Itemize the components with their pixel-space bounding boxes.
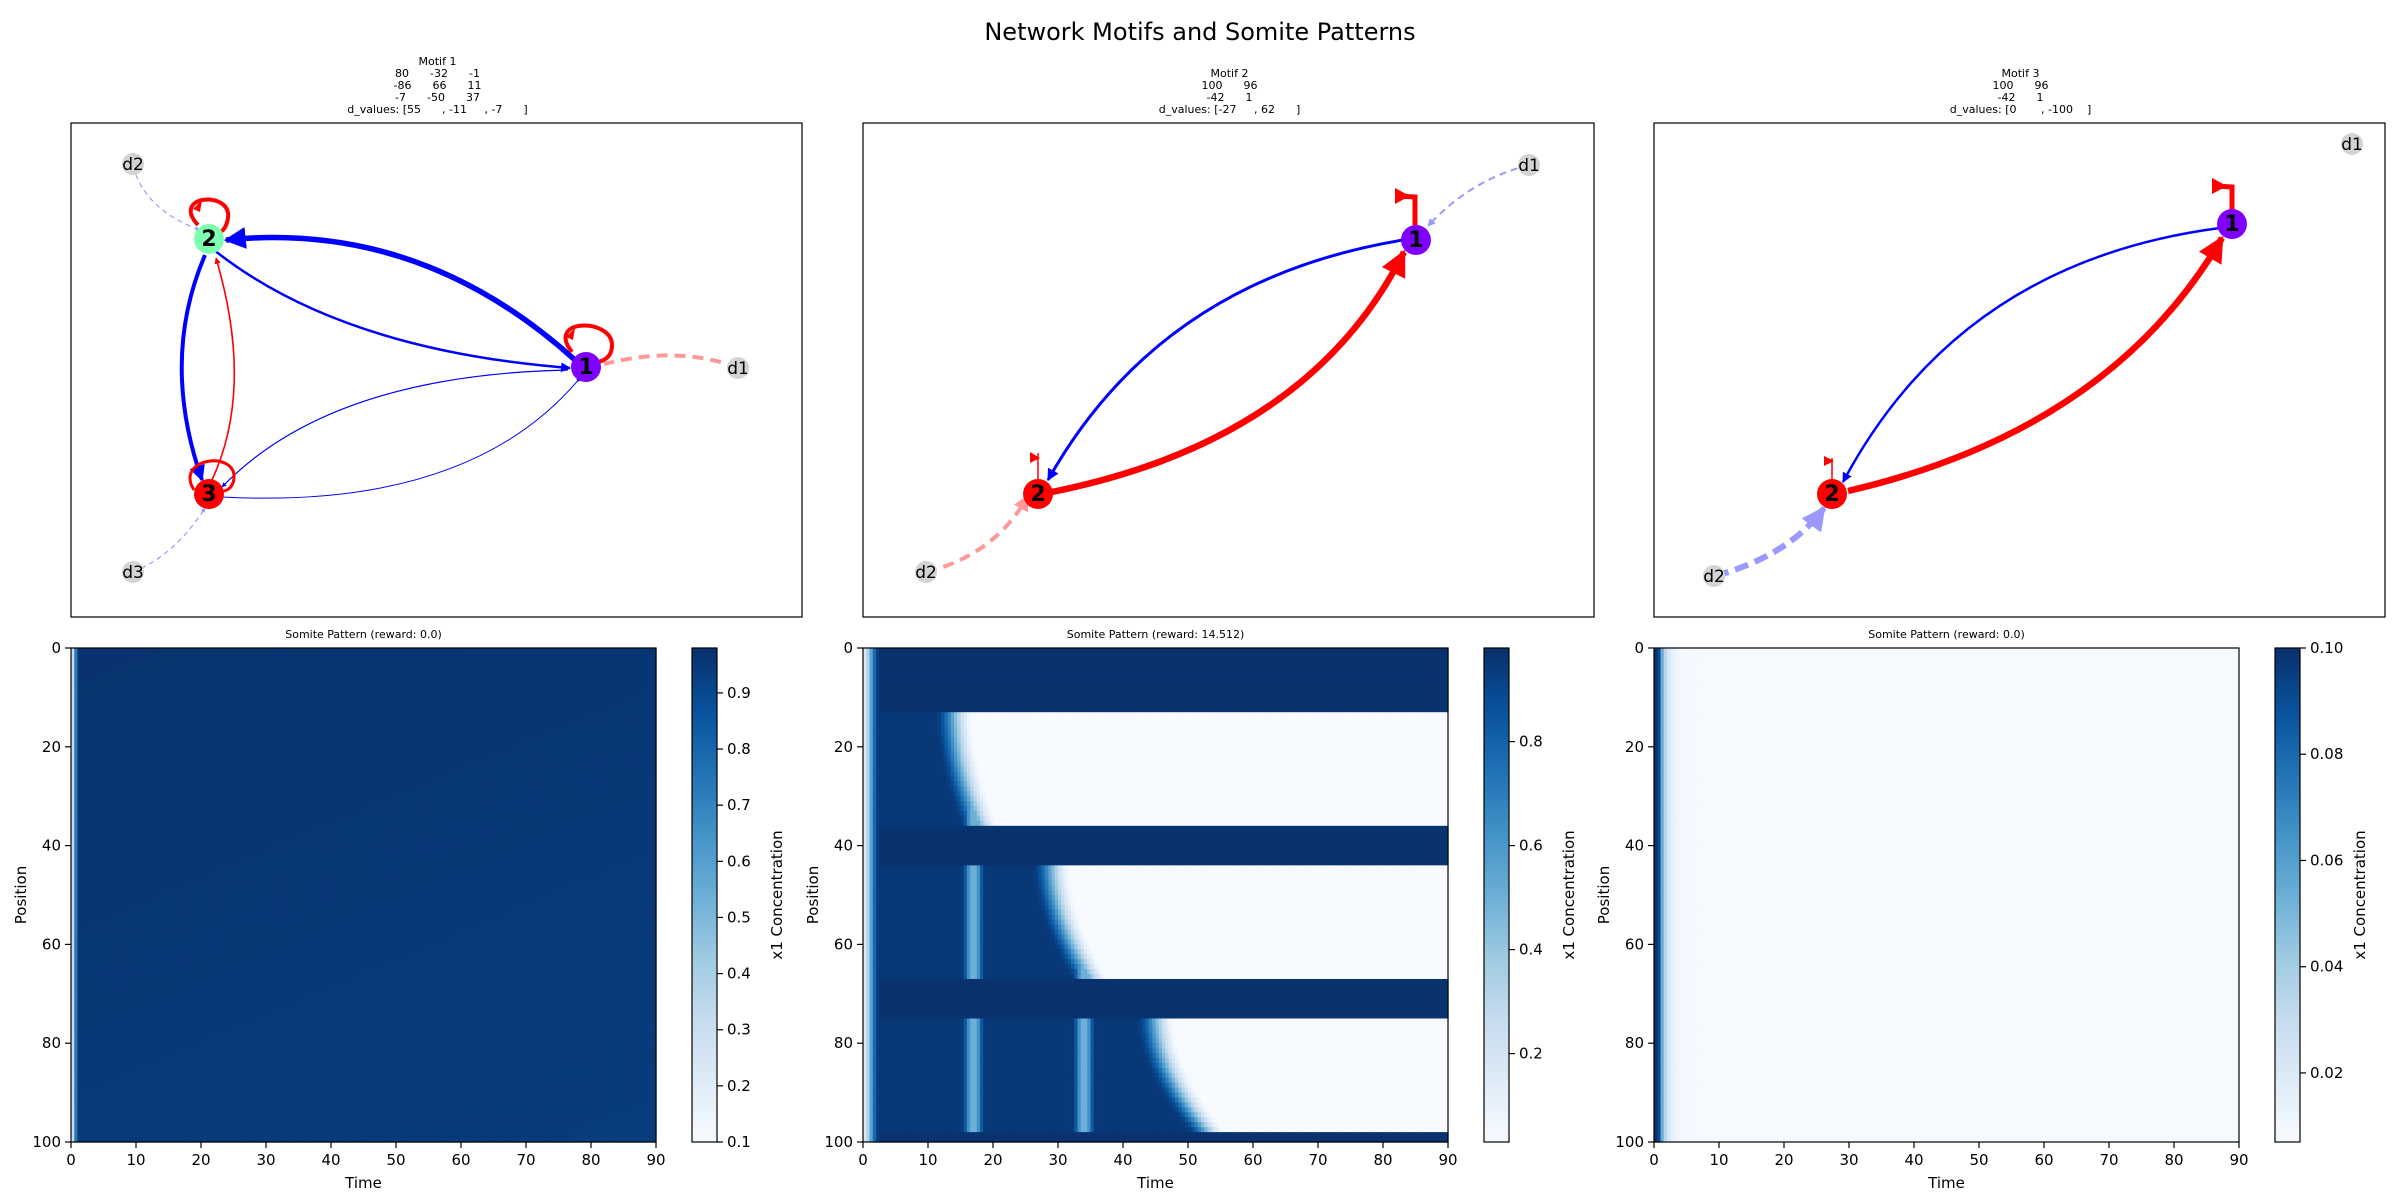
node-label-1: 1 xyxy=(2224,212,2239,237)
motif-3-panel: 1 2 d1 d2 xyxy=(1654,123,2385,617)
motif-2-frame xyxy=(863,123,1594,617)
node-label-d1: d1 xyxy=(727,359,749,379)
edge-d2-to-2 xyxy=(926,496,1028,572)
heatmap-panel-1: Somite Pattern (reward: 0.0)0 10 20 30 40 50 6… xyxy=(12,628,786,1192)
motif-3-frame xyxy=(1654,123,2385,617)
edge-2-to-1 xyxy=(1848,238,2222,491)
node-label-3: 3 xyxy=(201,482,216,507)
node-label-1: 1 xyxy=(578,355,593,380)
edge-3-to-1a xyxy=(222,370,568,487)
edge-1-to-2 xyxy=(1048,240,1403,480)
node-label-d3: d3 xyxy=(122,563,144,583)
node-label-1: 1 xyxy=(1408,228,1423,253)
edge-1-to-2 xyxy=(1843,228,2220,482)
somite-heatmaps: Somite Pattern (reward: 0.0)0 10 20 30 40 50 6… xyxy=(12,628,2369,1192)
edge-2-to-3 xyxy=(182,255,205,480)
edge-1-to-2 xyxy=(226,238,575,361)
node-label-d1: d1 xyxy=(1518,156,1540,176)
motif-2-panel: 1 2 d1 d2 xyxy=(863,123,1594,617)
edge-3-to-1b xyxy=(222,378,580,498)
edge-2-to-1 xyxy=(1052,252,1404,492)
edge-2-to-1 xyxy=(214,250,570,368)
node-label-2: 2 xyxy=(1824,482,1839,507)
edge-d2-to-2 xyxy=(133,166,200,230)
motif-1-panel: 2 1 3 d2 d1 d3 xyxy=(71,123,802,617)
node-label-2: 2 xyxy=(1030,482,1045,507)
node-label-d1: d1 xyxy=(2341,135,2363,155)
edge-3-to-2 xyxy=(211,258,234,482)
edge-d1-to-1 xyxy=(1428,165,1529,226)
edge-d2-to-2 xyxy=(1715,508,1824,576)
node-label-2: 2 xyxy=(201,227,216,252)
edge-d1-to-1 xyxy=(604,355,738,368)
node-label-d2: d2 xyxy=(122,155,144,175)
node-label-d2: d2 xyxy=(915,563,937,583)
node-label-d2: d2 xyxy=(1703,567,1725,587)
